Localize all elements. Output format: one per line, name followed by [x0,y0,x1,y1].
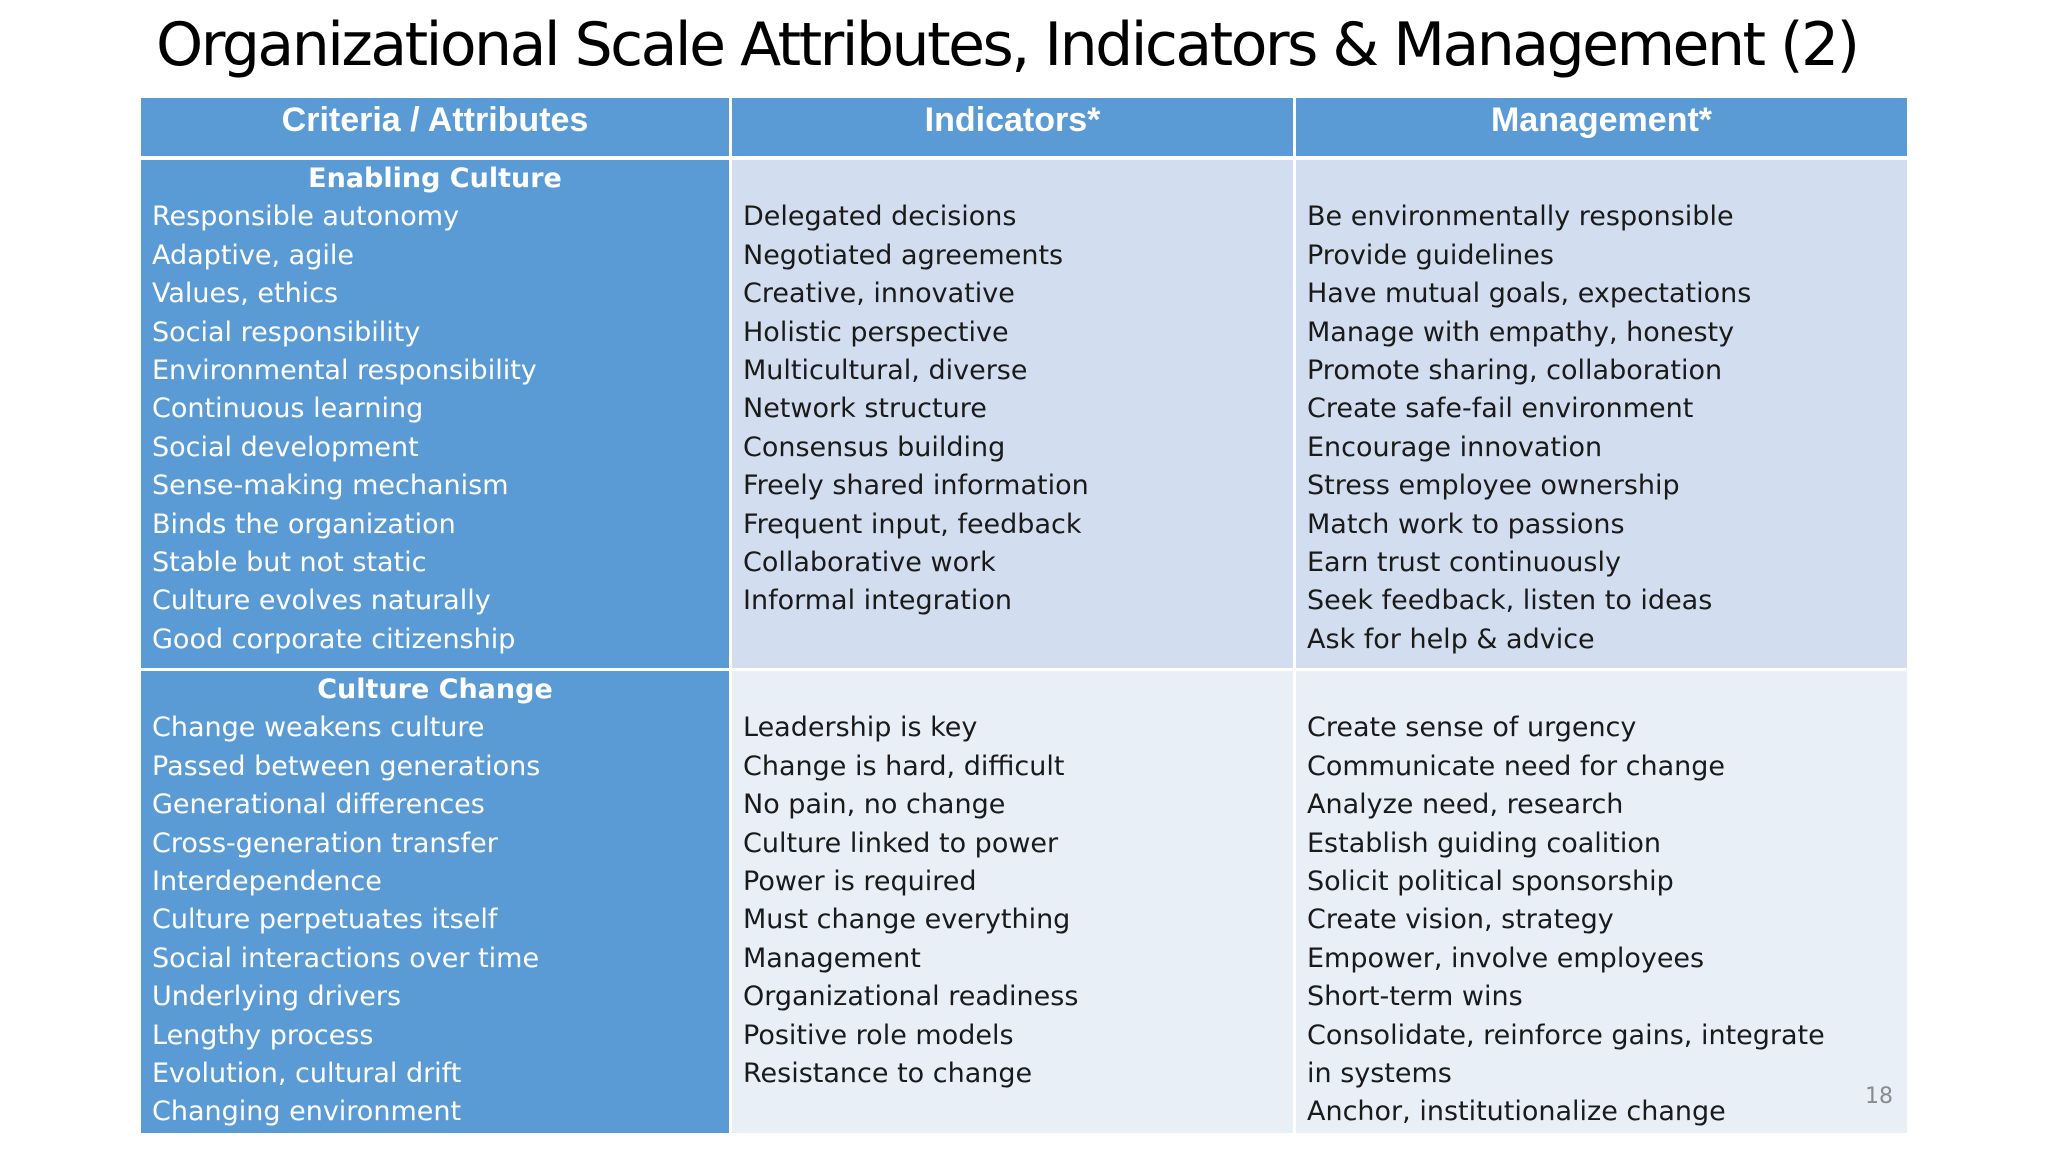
attribute-item: Evolution, cultural drift [152,1058,462,1090]
indicator-item: Negotiated agreements [743,239,1064,271]
attribute-item: Culture perpetuates itself [152,904,498,936]
management-item: Consolidate, reinforce gains, integrate … [1307,1019,1825,1090]
management-item: Have mutual goals, expectations [1307,278,1752,310]
enabling-culture-attributes-cell: Enabling Culture Responsible autonomy Ad… [141,160,729,671]
indicator-item: Collaborative work [743,547,996,579]
indicator-item: Creative, innovative [743,278,1015,310]
attribute-item: Adaptive, agile [152,239,354,271]
attribute-item: Continuous learning [152,393,424,425]
indicator-item: Power is required [743,866,977,898]
heading-spacer [1307,160,1907,198]
attribute-item: Values, ethics [152,278,339,310]
management-item: Empower, involve employees [1307,942,1705,974]
indicator-item: Must change everything [743,904,1071,936]
management-item: Match work to passions [1307,508,1625,540]
header-indicators: Indicators* [729,98,1293,160]
attribute-item: Social interactions over time [152,942,540,974]
management-item: Analyze need, research [1307,789,1624,821]
management-item: Stress employee ownership [1307,470,1680,502]
slide-title: Organizational Scale Attributes, Indicat… [156,10,1860,80]
indicator-item: Culture linked to power [743,827,1059,859]
attribute-item: Interdependence [152,866,382,898]
attribute-item: Binds the organization [152,508,456,540]
management-item: Create safe-fail environment [1307,393,1694,425]
management-item: Establish guiding coalition [1307,827,1662,859]
heading-spacer [1307,671,1907,709]
attribute-item: Change weakens culture [152,712,485,744]
enabling-culture-indicators-cell: Delegated decisions Negotiated agreement… [729,160,1293,671]
attribute-item: Culture evolves naturally [152,585,491,617]
management-item: Encourage innovation [1307,431,1603,463]
attribute-item: Underlying drivers [152,981,402,1013]
culture-change-indicators-cell: Leadership is key Change is hard, diffic… [729,671,1293,1133]
indicator-item: Network structure [743,393,987,425]
indicator-item: Informal integration [743,585,1012,617]
attribute-item: Social development [152,431,419,463]
management-item: Promote sharing, collaboration [1307,355,1723,387]
enabling-culture-management-cell: Be environmentally responsible Provide g… [1293,160,1907,671]
indicator-item: Organizational readiness [743,981,1079,1013]
culture-change-attributes-cell: Culture Change Change weakens culture Pa… [141,671,729,1133]
attributes-table: Criteria / Attributes Indicators* Manage… [141,98,1907,1133]
header-management: Management* [1293,98,1907,160]
management-item: Anchor, institutionalize change [1307,1096,1726,1128]
attribute-item: Social responsibility [152,316,421,348]
attribute-item: Sense-making mechanism [152,470,509,502]
attribute-item: Good corporate citizenship [152,623,516,655]
section-heading-enabling-culture: Enabling Culture [308,163,562,194]
culture-change-management-cell: Create sense of urgency Communicate need… [1293,671,1907,1133]
page-number: 18 [1865,1084,1893,1109]
indicator-item: Holistic perspective [743,316,1009,348]
indicator-item: Multicultural, diverse [743,355,1028,387]
indicator-item: Freely shared information [743,470,1089,502]
indicator-item: Management [743,942,921,974]
management-item: Create sense of urgency [1307,712,1637,744]
management-item: Provide guidelines [1307,239,1554,271]
indicator-item: Resistance to change [743,1058,1033,1090]
attribute-item: Responsible autonomy [152,201,460,233]
attribute-item: Lengthy process [152,1019,374,1051]
management-item: Short-term wins [1307,981,1523,1013]
attribute-item: Changing environment [152,1096,462,1128]
attribute-item: Stable but not static [152,547,427,579]
management-item: Be environmentally responsible [1307,201,1734,233]
indicator-item: No pain, no change [743,789,1006,821]
header-criteria-attributes: Criteria / Attributes [141,98,729,160]
management-item: Ask for help & advice [1307,623,1595,655]
attribute-item: Environmental responsibility [152,355,537,387]
management-item: Seek feedback, listen to ideas [1307,585,1713,617]
attribute-item: Passed between generations [152,750,541,782]
heading-spacer [743,671,1293,709]
table-header-row: Criteria / Attributes Indicators* Manage… [141,98,1907,160]
heading-spacer [743,160,1293,198]
section-culture-change: Culture Change Change weakens culture Pa… [141,671,1907,1133]
indicator-item: Consensus building [743,431,1006,463]
management-item: Solicit political sponsorship [1307,866,1674,898]
indicator-item: Change is hard, difficult [743,750,1065,782]
management-item: Earn trust continuously [1307,547,1621,579]
section-enabling-culture: Enabling Culture Responsible autonomy Ad… [141,160,1907,671]
indicator-item: Delegated decisions [743,201,1017,233]
attribute-item: Cross-generation transfer [152,827,498,859]
indicator-item: Frequent input, feedback [743,508,1082,540]
attribute-item: Generational differences [152,789,485,821]
section-heading-culture-change: Culture Change [317,674,553,705]
management-item: Communicate need for change [1307,750,1725,782]
indicator-item: Positive role models [743,1019,1014,1051]
management-item: Create vision, strategy [1307,904,1614,936]
indicator-item: Leadership is key [743,712,978,744]
management-item: Manage with empathy, honesty [1307,316,1735,348]
